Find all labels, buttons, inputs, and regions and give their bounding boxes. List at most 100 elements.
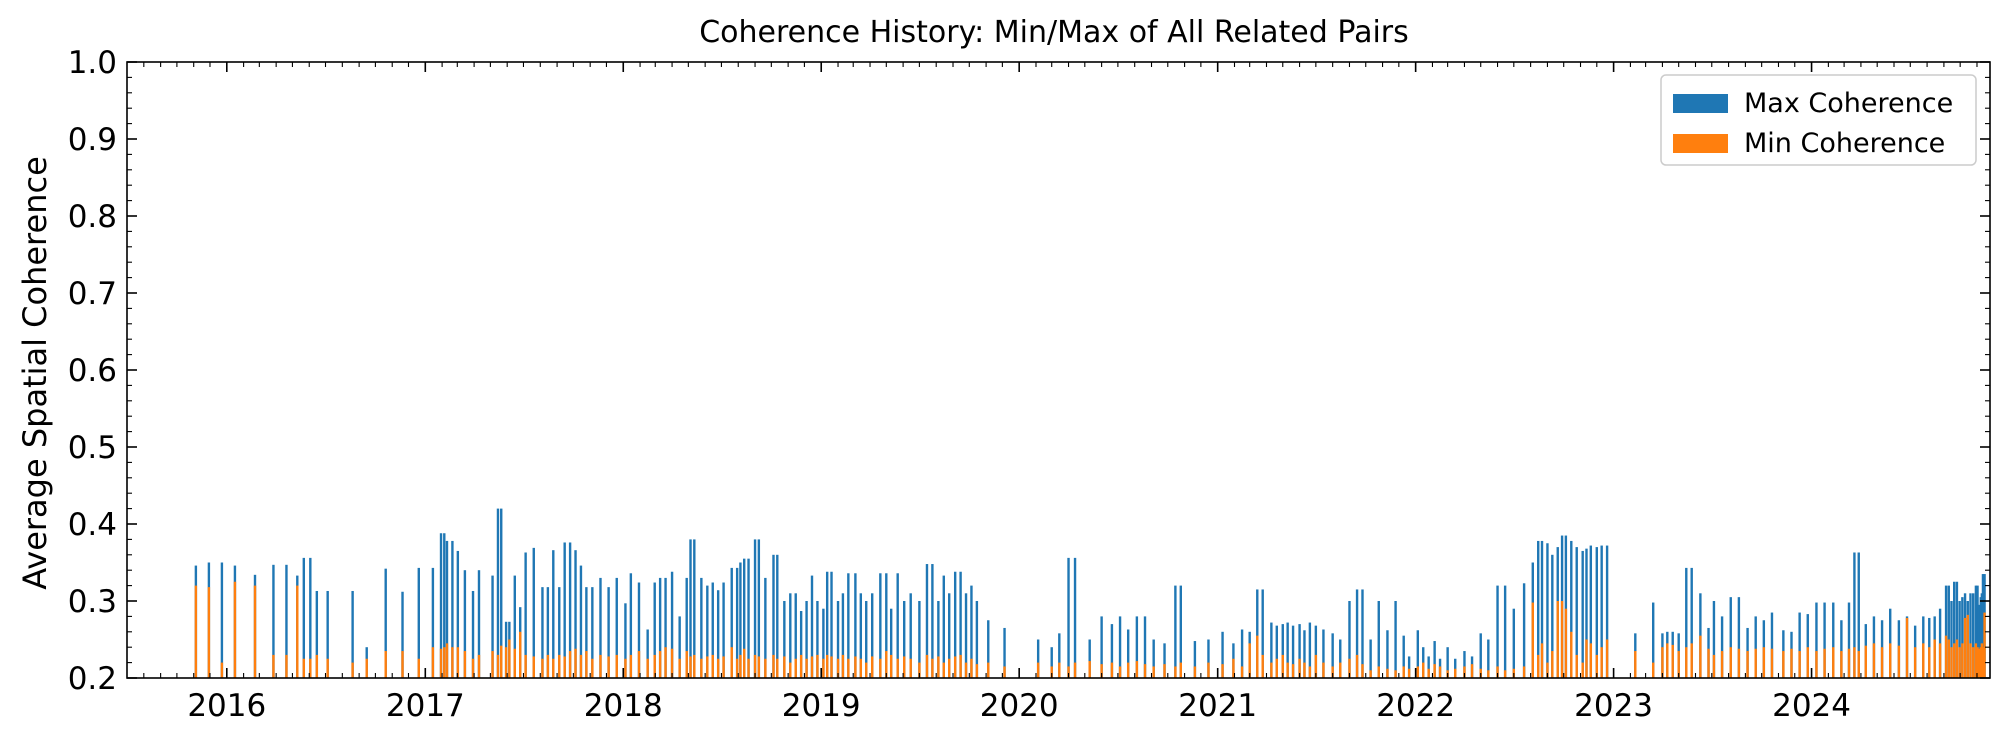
min-coherence-bar bbox=[1407, 668, 1411, 678]
min-coherence-bar bbox=[1174, 666, 1177, 678]
max-coherence-bar bbox=[1570, 540, 1573, 678]
min-coherence-bar bbox=[816, 654, 819, 678]
max-coherence-bar bbox=[789, 593, 792, 678]
min-coherence-bar bbox=[1575, 654, 1578, 678]
x-tick-label: 2016 bbox=[187, 688, 266, 724]
x-tick-label: 2017 bbox=[386, 688, 465, 724]
max-coherence-bar bbox=[799, 611, 803, 678]
min-coherence-bar bbox=[1958, 647, 1961, 678]
max-coherence-bar bbox=[1955, 581, 1959, 678]
max-coherence-bar bbox=[591, 587, 594, 678]
max-coherence-bar bbox=[443, 533, 446, 678]
min-coherence-bar bbox=[541, 658, 544, 678]
min-coherence-bar bbox=[896, 658, 899, 678]
min-coherence-bar bbox=[1361, 664, 1364, 678]
max-coherence-bar bbox=[871, 593, 874, 678]
min-coherence-bar bbox=[401, 651, 404, 678]
min-coherence-bar bbox=[1355, 654, 1359, 678]
min-coherence-bar bbox=[909, 658, 912, 678]
min-coherence-bar bbox=[1976, 647, 1979, 678]
min-coherence-bar bbox=[653, 654, 656, 678]
min-coherence-bar bbox=[854, 656, 857, 678]
max-coherence-bar bbox=[574, 550, 577, 678]
min-coherence-bar bbox=[1179, 662, 1182, 678]
min-coherence-bar bbox=[739, 654, 742, 678]
min-coherence-bar bbox=[1605, 639, 1609, 678]
max-coherence-bar bbox=[563, 542, 566, 678]
max-coherence-bar bbox=[1840, 620, 1843, 678]
max-coherence-bar bbox=[1050, 647, 1053, 678]
min-coherence-bar bbox=[1853, 647, 1856, 678]
min-coherence-bar bbox=[546, 654, 550, 678]
min-coherence-bar bbox=[1531, 602, 1534, 678]
max-coherence-bar bbox=[764, 577, 767, 678]
max-coherence-bar bbox=[568, 542, 572, 678]
min-coherence-bar bbox=[970, 658, 973, 678]
max-coherence-bar bbox=[925, 564, 929, 678]
max-coherence-bar bbox=[1712, 601, 1716, 678]
max-coherence-bar bbox=[953, 571, 957, 678]
max-coherence-bar bbox=[1974, 585, 1978, 678]
y-tick-label: 1.0 bbox=[68, 45, 117, 81]
min-coherence-bar bbox=[1955, 639, 1959, 678]
max-coherence-bar bbox=[658, 577, 662, 678]
min-coherence-bar bbox=[496, 654, 500, 678]
min-coherence-bar bbox=[830, 656, 833, 678]
min-coherence-bar bbox=[706, 656, 709, 678]
max-coherence-bar bbox=[1977, 604, 1981, 678]
min-coherence-bar bbox=[443, 647, 446, 678]
min-coherence-bar bbox=[1782, 651, 1785, 678]
max-coherence-bar bbox=[1823, 602, 1826, 678]
min-coherence-bar bbox=[1240, 666, 1244, 678]
max-coherence-bar bbox=[1261, 589, 1264, 678]
max-coherence-bar bbox=[689, 539, 692, 678]
max-coherence-bar bbox=[1976, 585, 1979, 678]
max-coherence-bar bbox=[822, 608, 825, 678]
max-coherence-bar bbox=[1446, 647, 1449, 678]
min-coherence-bar bbox=[670, 648, 674, 678]
y-tick-label: 0.3 bbox=[68, 584, 117, 620]
min-coherence-bar bbox=[1377, 666, 1380, 678]
min-coherence-bar bbox=[591, 658, 594, 678]
max-coherence-bar bbox=[1256, 589, 1259, 678]
max-coherence-bar bbox=[1193, 641, 1197, 678]
min-coherence-bar bbox=[637, 651, 641, 678]
max-coherence-bars bbox=[194, 508, 1986, 678]
min-coherence-bar bbox=[1402, 666, 1405, 678]
min-coherence-bar bbox=[1974, 643, 1978, 678]
min-coherence-bar bbox=[889, 654, 893, 678]
min-coherence-bar bbox=[1322, 662, 1325, 678]
max-coherence-bar bbox=[1540, 540, 1544, 678]
min-coherence-bar bbox=[1872, 643, 1876, 678]
max-coherence-bar bbox=[272, 564, 275, 678]
max-coherence-bar bbox=[1088, 639, 1091, 678]
max-coherence-bar bbox=[1281, 624, 1284, 678]
min-coherence-bar bbox=[1737, 648, 1741, 678]
min-coherence-bar bbox=[1671, 644, 1674, 678]
min-coherence-bar bbox=[1746, 651, 1749, 678]
min-coherence-bar bbox=[964, 662, 968, 678]
max-coherence-bar bbox=[1314, 625, 1318, 678]
max-coherence-bar bbox=[1600, 545, 1603, 678]
min-coherence-bar bbox=[629, 654, 633, 678]
min-coherence-bar bbox=[1331, 666, 1334, 678]
max-coherence-bar bbox=[451, 540, 454, 678]
min-coherence-bar bbox=[646, 658, 649, 678]
y-tick-label: 0.9 bbox=[68, 122, 117, 158]
min-coherence-bars bbox=[194, 581, 1986, 678]
min-coherence-bar bbox=[1928, 647, 1931, 678]
max-coherence-bar bbox=[693, 539, 696, 678]
min-coherence-bar bbox=[1864, 645, 1867, 678]
min-coherence-bar bbox=[1897, 645, 1901, 678]
min-coherence-bar bbox=[1685, 647, 1688, 678]
max-coherence-bar bbox=[456, 550, 460, 678]
min-coherence-bar bbox=[711, 654, 714, 678]
max-coherence-bar bbox=[1847, 602, 1851, 678]
max-coherence-bar bbox=[753, 539, 757, 678]
min-coherence-bar bbox=[563, 656, 566, 678]
min-coherence-bar bbox=[1058, 662, 1061, 678]
max-coherence-bar bbox=[326, 590, 329, 678]
max-coherence-bar bbox=[1275, 625, 1278, 678]
max-coherence-bar bbox=[1339, 639, 1342, 678]
